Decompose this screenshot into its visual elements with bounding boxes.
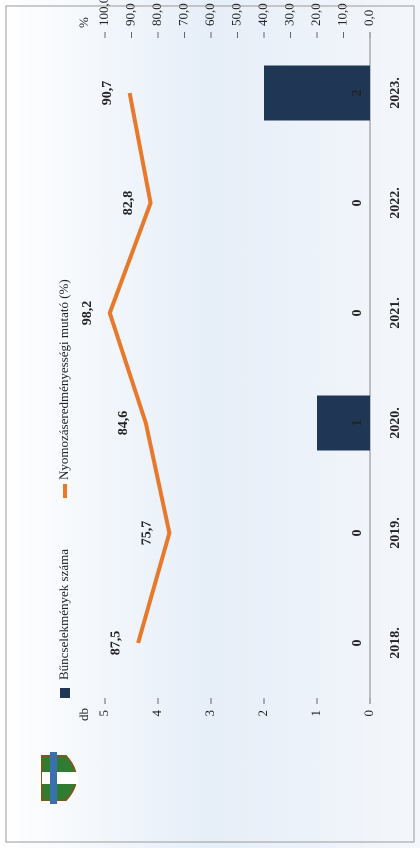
rotated-chart: db%0123450,010,020,030,040,050,060,070,0… [41, 0, 403, 804]
line-value-label: 82,8 [121, 191, 136, 216]
line-value-label: 98,2 [80, 301, 95, 326]
y-tick-label: 3 [202, 710, 217, 717]
bar-value-label: 0 [350, 530, 365, 537]
logo [41, 752, 78, 804]
y2-tick-label: 30,0 [281, 3, 296, 26]
frame [5, 5, 415, 843]
x-tick-label: 2018. [388, 627, 403, 659]
y2-tick-label: 40,0 [255, 3, 270, 26]
bar [264, 65, 370, 121]
y-tick-label: 4 [149, 710, 164, 717]
y-tick-label: 2 [255, 710, 270, 717]
y2-tick-label: 70,0 [175, 3, 190, 26]
y2-tick-label: 60,0 [202, 3, 217, 26]
line [107, 92, 172, 644]
x-tick-label: 2020. [388, 407, 403, 439]
bar-value-label: 0 [350, 640, 365, 647]
y2-tick-label: 90,0 [122, 3, 137, 26]
y2-tick-label: 0,0 [361, 10, 376, 26]
legend-label: Nyomozáseredményességi mutató (%) [56, 279, 71, 480]
line-value-label: 84,6 [116, 411, 131, 436]
y2-axis-label: % [76, 17, 91, 28]
x-tick-label: 2021. [388, 297, 403, 329]
line-value-label: 90,7 [100, 81, 115, 106]
line-value-label: 75,7 [140, 521, 155, 546]
y-tick-label: 0 [361, 710, 376, 717]
bar [317, 395, 370, 451]
bar-value-label: 0 [350, 310, 365, 317]
y2-tick-label: 80,0 [149, 3, 164, 26]
legend-swatch [60, 688, 70, 698]
y2-tick-label: 20,0 [308, 3, 323, 26]
legend-label: Bűncselekmények száma [56, 549, 71, 680]
line-value-label: 87,5 [108, 631, 123, 656]
y-tick-label: 1 [308, 710, 323, 717]
y-axis-label: db [76, 708, 91, 721]
x-tick-label: 2022. [388, 187, 403, 219]
x-tick-label: 2023. [388, 77, 403, 109]
y2-tick-label: 10,0 [334, 3, 349, 26]
bar-value-label: 2 [350, 90, 365, 97]
x-tick-label: 2019. [388, 517, 403, 549]
y2-tick-label: 50,0 [228, 3, 243, 26]
y-tick-label: 5 [96, 710, 111, 717]
y2-tick-label: 100,0 [96, 0, 111, 26]
bar-value-label: 0 [350, 200, 365, 207]
bar-value-label: 1 [350, 420, 365, 427]
